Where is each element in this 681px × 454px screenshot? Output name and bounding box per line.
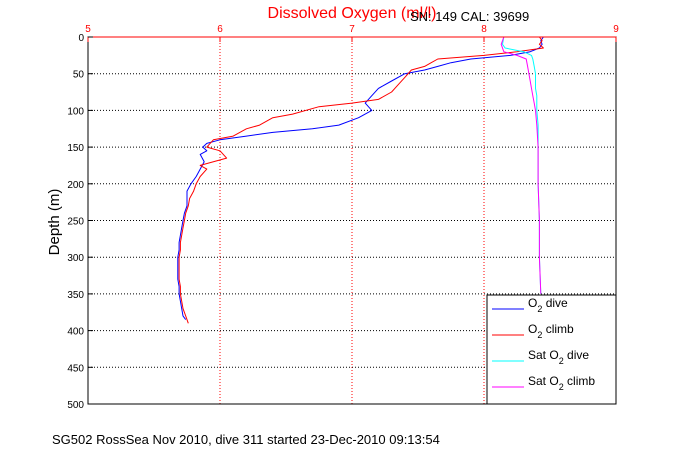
x-tick-label: 5 bbox=[85, 24, 91, 35]
y-tick-label: 450 bbox=[67, 363, 84, 374]
series-line-2 bbox=[178, 36, 544, 324]
x-tick-labels: 5 6 7 8 9 bbox=[85, 24, 619, 42]
footer-caption: SG502 RossSea Nov 2010, dive 311 started… bbox=[52, 432, 440, 447]
y-tick-label: 300 bbox=[67, 253, 84, 264]
legend-box bbox=[486, 294, 617, 405]
x-tick-label: 7 bbox=[349, 24, 355, 35]
sensor-annotation: SN: 149 CAL: 39699 bbox=[410, 9, 529, 24]
y-tick-label: 350 bbox=[67, 290, 84, 301]
y-tick-label: 500 bbox=[67, 400, 84, 411]
x-tick-label: 6 bbox=[217, 24, 223, 35]
y-tick-label: 50 bbox=[73, 70, 85, 81]
legend-label: Sat O2 dive bbox=[528, 348, 589, 366]
series-line-3 bbox=[502, 36, 542, 294]
y-tick-label: 0 bbox=[78, 33, 84, 44]
chart-title: Dissolved Oxygen (ml/l) bbox=[268, 5, 437, 22]
series-line-1 bbox=[177, 36, 544, 320]
x-tick-label: 8 bbox=[481, 24, 487, 35]
y-axis-label: Depth (m) bbox=[46, 189, 63, 256]
y-tick-label: 250 bbox=[67, 217, 84, 228]
y-tick-label: 150 bbox=[67, 143, 84, 154]
y-tick-label: 200 bbox=[67, 180, 84, 191]
legend-label: Sat O2 climb bbox=[528, 374, 595, 392]
legend-label: O2 climb bbox=[528, 322, 574, 340]
y-tick-label: 100 bbox=[67, 106, 84, 117]
x-tick-label: 9 bbox=[613, 24, 619, 35]
y-tick-label: 400 bbox=[67, 327, 84, 338]
plot-series bbox=[177, 36, 544, 324]
legend-label: O2 dive bbox=[528, 296, 568, 314]
legend-items: O2 dive O2 climb Sat O2 dive Sat O2 climb bbox=[492, 296, 595, 392]
legend: O2 dive O2 climb Sat O2 dive Sat O2 climb bbox=[486, 294, 617, 405]
y-tick-labels: 0 50 100 150 200 250 300 350 400 450 500 bbox=[67, 33, 93, 411]
series-line-4 bbox=[500, 36, 542, 294]
